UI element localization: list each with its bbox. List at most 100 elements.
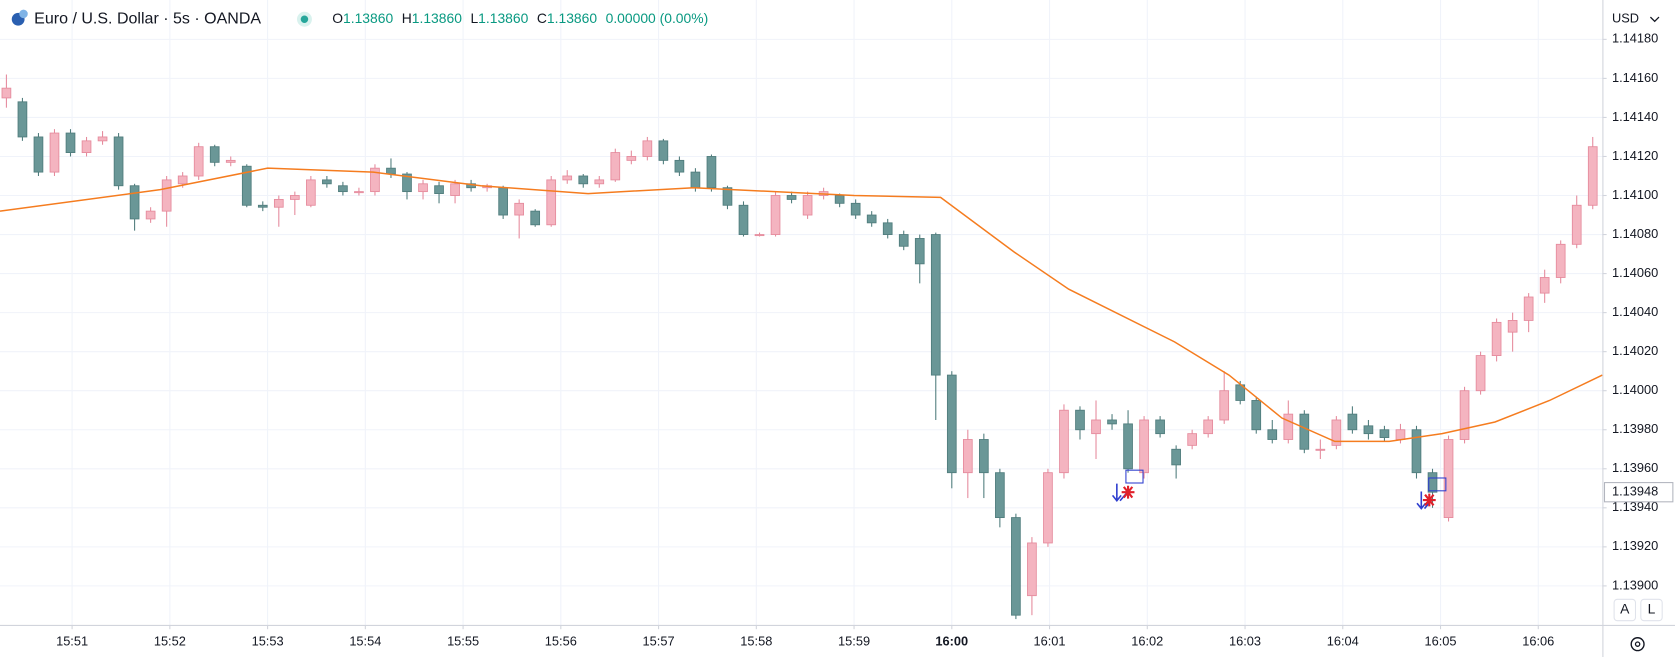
candle-body <box>177 175 188 185</box>
candle-body <box>1411 429 1422 474</box>
y-tick-label: 1.14020 <box>1612 343 1658 358</box>
candle-body <box>1523 296 1534 321</box>
candle-body <box>979 439 989 474</box>
currency-button[interactable]: USD <box>1612 11 1660 26</box>
signal-box <box>1428 477 1447 492</box>
scale-button-label[interactable]: L <box>1648 601 1656 617</box>
settings-icon[interactable] <box>1634 641 1641 647</box>
candle-body <box>1043 472 1053 544</box>
x-tick-label: 15:53 <box>252 633 284 648</box>
current-price-box <box>1603 482 1674 503</box>
x-tick-label: 15:51 <box>56 633 88 648</box>
candle-body <box>273 198 284 208</box>
candle-body <box>962 439 973 474</box>
candle-body <box>898 234 909 247</box>
candle-body <box>49 132 60 173</box>
scale-button[interactable] <box>1640 598 1663 622</box>
candle-body <box>1571 204 1582 245</box>
candle-body <box>530 210 541 226</box>
candle-body <box>546 179 557 226</box>
candle-body <box>193 146 204 177</box>
x-tick-label: 15:54 <box>349 633 381 648</box>
ohlc-label: H <box>402 10 412 26</box>
ohlc-label: L <box>470 10 478 26</box>
scale-button[interactable] <box>1613 598 1637 622</box>
candle-body <box>370 167 380 193</box>
candle-body <box>241 165 252 206</box>
plot <box>0 74 1603 620</box>
candle-body <box>1267 429 1278 440</box>
candle-body <box>33 136 44 173</box>
header: Euro / U.S. Dollar · 5s · OANDA O1.13860… <box>11 9 709 27</box>
candle-body <box>1139 419 1149 474</box>
candle-body <box>354 191 364 194</box>
y-tick-label: 1.14100 <box>1612 187 1658 202</box>
signal-box <box>1125 469 1144 484</box>
candle-body <box>1443 439 1454 519</box>
candle-body <box>690 171 701 189</box>
candle-body <box>770 195 781 235</box>
settings-button[interactable] <box>1630 637 1645 652</box>
candle-body <box>338 185 348 193</box>
y-tick-label: 1.14120 <box>1612 148 1658 163</box>
candle-body <box>97 136 108 142</box>
y-tick-label: 1.14160 <box>1612 70 1658 85</box>
candle-body <box>1315 448 1326 451</box>
candle-body <box>81 140 92 153</box>
candle-body <box>642 140 653 157</box>
candle-body <box>1075 409 1085 431</box>
candle-body <box>225 159 236 163</box>
candle-body <box>786 195 797 200</box>
candle-body <box>1347 413 1358 431</box>
candle-body <box>402 173 412 193</box>
candle-body <box>1027 542 1037 597</box>
candle-body <box>1507 320 1518 333</box>
ohlc-value: 1.13860 <box>412 10 462 26</box>
currency[interactable]: USD <box>1612 11 1639 26</box>
candle-body <box>145 210 156 220</box>
x-tick-label: 15:52 <box>154 633 186 648</box>
candle-body <box>674 159 685 173</box>
candle-body <box>946 374 957 474</box>
x-tick-label: 16:06 <box>1522 633 1554 648</box>
candle-body <box>1555 243 1566 278</box>
x-tick-label: 16:02 <box>1131 633 1163 648</box>
symbol-icon <box>19 9 28 19</box>
candle-body <box>594 179 605 185</box>
candle-body <box>1587 146 1598 206</box>
y-tick-label: 1.13920 <box>1612 538 1658 553</box>
candle-body <box>1251 400 1262 431</box>
candle-body <box>834 195 845 204</box>
candle-body <box>65 132 76 153</box>
candle-body <box>1379 429 1390 438</box>
ohlc-value: 1.13860 <box>547 10 597 26</box>
candle-body <box>1091 419 1101 435</box>
symbol-title: Euro / U.S. Dollar · 5s · OANDA <box>34 9 261 27</box>
candle-body <box>1203 419 1214 435</box>
y-tick-label: 1.14060 <box>1612 265 1658 280</box>
scale-button-label[interactable]: A <box>1620 601 1630 617</box>
candle-body <box>1459 390 1470 440</box>
status-dot <box>300 15 309 23</box>
candle-body <box>290 195 300 200</box>
candle-body <box>1299 413 1310 450</box>
candle-body <box>113 136 124 187</box>
ohlc-label: C <box>537 10 547 26</box>
candle-body <box>418 183 428 193</box>
settings-icon[interactable] <box>1630 637 1645 652</box>
candle-body <box>306 179 316 206</box>
y-tick-label: 1.14040 <box>1612 304 1658 319</box>
candle-body <box>866 214 877 224</box>
change: 0.00000 (0.00%) <box>606 10 709 26</box>
candle-body <box>802 195 813 216</box>
x-tick-label: 15:58 <box>740 633 772 648</box>
candle-body <box>1011 517 1021 616</box>
y-tick-label: 1.13960 <box>1612 460 1658 475</box>
candle-body <box>1059 409 1069 474</box>
candle-body <box>610 152 621 181</box>
x-tick-label: 15:57 <box>643 633 675 648</box>
candle-body <box>1283 413 1294 440</box>
